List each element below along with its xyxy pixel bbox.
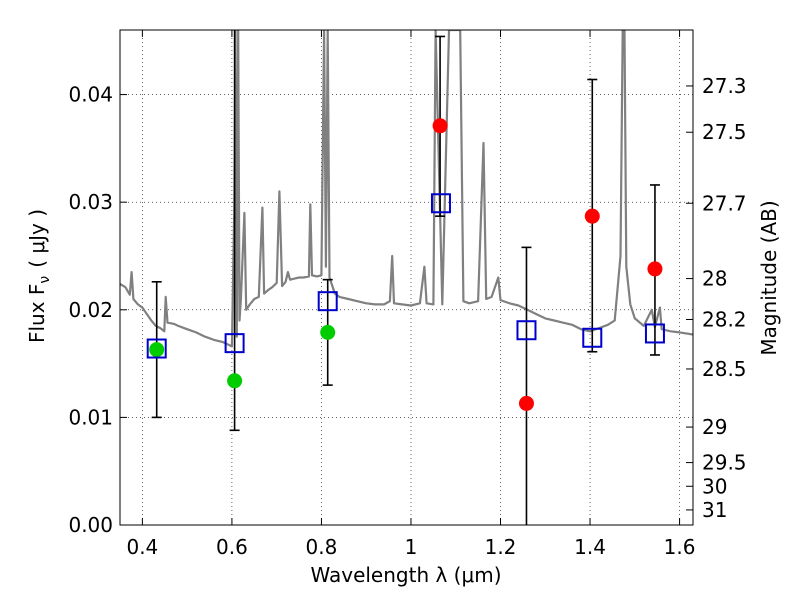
- model-square: [430, 193, 451, 214]
- data-point: [320, 324, 336, 340]
- x-tick-label: 0.8: [306, 535, 338, 559]
- right-tick-label: 28.5: [702, 357, 747, 381]
- model-square: [317, 291, 338, 312]
- data-point: [518, 395, 534, 411]
- grid: [120, 30, 693, 526]
- spectrum-layer: [120, 30, 693, 348]
- right-tick-label: 29: [702, 415, 727, 439]
- data-point: [584, 208, 600, 224]
- data-point: [432, 118, 448, 134]
- data-point: [149, 342, 165, 358]
- model-square: [582, 327, 603, 348]
- y-tick-label: 0.01: [68, 405, 113, 429]
- tick-layer: 0.4 0.6 0.8 1 1.2 1.4 1.6 0.00 0.01 0.02 0.03 0.04 2…: [68, 30, 747, 559]
- model-square: [644, 323, 665, 344]
- x-tick-label: 1.4: [574, 535, 606, 559]
- right-tick-label: 28: [702, 267, 727, 291]
- right-tick-label: 31: [702, 498, 727, 522]
- y-tick-label: 0.03: [68, 190, 113, 214]
- y-axis-label-main: Flux F: [25, 284, 49, 343]
- model-square: [516, 320, 537, 341]
- plot-frame: [119, 29, 694, 526]
- y-axis-label-unit: ( μJy ): [25, 209, 49, 268]
- data-point: [227, 373, 243, 389]
- right-tick-label: 28.2: [702, 307, 747, 331]
- y-axis-label-left: Flux Fν ( μJy ): [25, 209, 53, 343]
- x-tick-label: 0.4: [126, 535, 158, 559]
- x-tick-label: 1.2: [485, 535, 517, 559]
- errorbar-layer: [151, 30, 660, 525]
- marker-layer: [146, 118, 665, 411]
- right-tick-label: 30: [702, 474, 727, 498]
- y-tick-label: 0.04: [68, 83, 113, 107]
- x-tick-label: 0.6: [216, 535, 248, 559]
- x-axis-label: Wavelength λ (μm): [310, 563, 501, 587]
- right-tick-label: 29.5: [702, 451, 747, 475]
- data-point: [647, 261, 663, 277]
- x-tick-label: 1.6: [664, 535, 696, 559]
- model-square: [146, 338, 167, 359]
- y-tick-label: 0.00: [68, 513, 113, 537]
- x-tick-label: 1: [405, 535, 418, 559]
- spectrum-line: [120, 30, 693, 348]
- y-axis-label-sub: ν: [37, 276, 53, 284]
- y-axis-label-right: Magnitude (AB): [757, 200, 781, 355]
- right-tick-label: 27.3: [702, 74, 747, 98]
- right-tick-label: 27.7: [702, 191, 747, 215]
- y-tick-label: 0.02: [68, 298, 113, 322]
- right-tick-label: 27.5: [702, 120, 747, 144]
- model-square: [224, 333, 245, 354]
